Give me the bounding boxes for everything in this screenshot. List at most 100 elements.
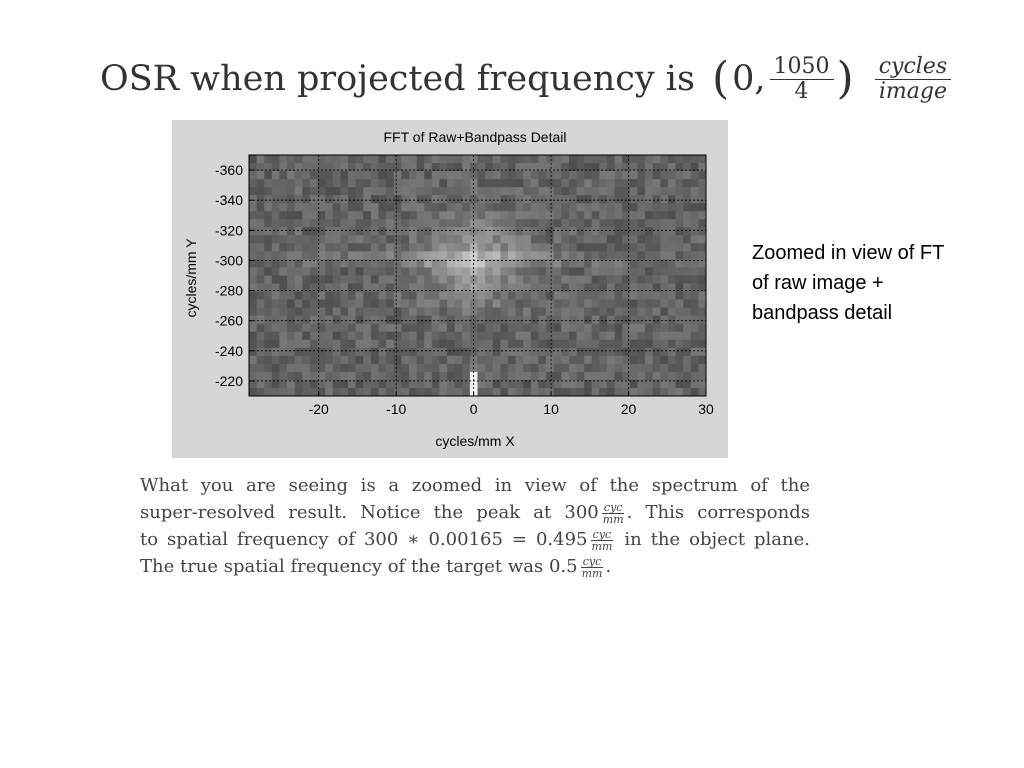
heatmap-cell (447, 211, 456, 220)
heatmap-cell (538, 363, 547, 373)
heatmap-cell (599, 243, 608, 252)
heatmap-cell (355, 347, 364, 357)
heatmap-cell (386, 211, 395, 220)
heatmap-cell (408, 291, 417, 300)
heatmap-cell (568, 387, 577, 397)
heatmap-cell (614, 363, 623, 373)
heatmap-cell (523, 387, 532, 397)
heatmap-cell (667, 347, 676, 357)
heatmap-cell (393, 363, 402, 373)
heatmap-cell (408, 299, 417, 309)
heatmap-cell (546, 267, 555, 276)
heatmap-cell (424, 187, 433, 196)
heatmap-cell (507, 267, 516, 276)
heatmap-cell (348, 283, 357, 292)
heatmap-cell (416, 243, 425, 252)
heatmap-cell (561, 331, 570, 341)
heatmap-cell (256, 315, 265, 325)
heatmap-cell (538, 211, 547, 220)
heatmap-cell (370, 251, 379, 260)
heatmap-cell (683, 267, 692, 276)
heatmap-cell (287, 283, 296, 292)
heatmap-cell (462, 243, 471, 252)
heatmap-cell (355, 267, 364, 276)
heatmap-cell (279, 219, 288, 228)
heatmap-cell (507, 347, 516, 357)
heatmap-cell (355, 315, 364, 325)
heatmap-cell (645, 155, 654, 164)
heatmap-cell (591, 171, 600, 180)
heatmap-cell (287, 187, 296, 196)
heatmap-cell (637, 267, 646, 276)
heatmap-cell (340, 211, 349, 220)
heatmap-cell (454, 259, 463, 268)
heatmap-cell (485, 187, 494, 196)
heatmap-cell (370, 323, 379, 333)
heatmap-cell (378, 363, 387, 373)
heatmap-cell (591, 291, 600, 300)
heatmap-cell (393, 179, 402, 188)
paragraph-line-2: super-resolved result. Notice the peak a… (140, 499, 810, 526)
heatmap-cell (690, 259, 699, 268)
heatmap-cell (477, 371, 486, 381)
heatmap-cell (622, 203, 631, 212)
heatmap-cell (401, 235, 410, 244)
heatmap-cell (355, 339, 364, 349)
heatmap-cell (553, 339, 562, 349)
heatmap-cell (645, 291, 654, 300)
title-first-value: 0, (732, 59, 766, 99)
heatmap-cell (530, 291, 539, 300)
heatmap-cell (614, 283, 623, 292)
side-note-line-3: bandpass detail (752, 302, 893, 324)
heatmap-cell (561, 179, 570, 188)
heatmap-cell (370, 339, 379, 349)
heatmap-cell (309, 267, 318, 276)
heatmap-cell (485, 155, 494, 164)
heatmap-cell (606, 155, 615, 164)
heatmap-cell (629, 235, 638, 244)
heatmap-cell (424, 347, 433, 357)
heatmap-cell (302, 219, 311, 228)
heatmap-cell (325, 251, 334, 260)
heatmap-cell (271, 219, 280, 228)
heatmap-cell (553, 363, 562, 373)
heatmap-cell (660, 259, 669, 268)
heatmap-cell (523, 163, 532, 172)
heatmap-cell (492, 227, 501, 236)
heatmap-cell (546, 219, 555, 228)
heatmap-cell (477, 331, 486, 341)
heatmap-cell (287, 163, 296, 172)
heatmap-cell (363, 259, 372, 268)
heatmap-cell (447, 331, 456, 341)
heatmap-cell (477, 387, 486, 397)
heatmap-cell (652, 371, 661, 381)
heatmap-cell (660, 347, 669, 357)
heatmap-cell (271, 315, 280, 325)
heatmap-cell (675, 219, 684, 228)
heatmap-cell (462, 163, 471, 172)
heatmap-cell (637, 307, 646, 317)
heatmap-cell (378, 219, 387, 228)
heatmap-cell (515, 355, 524, 365)
heatmap-cell (568, 307, 577, 317)
heatmap-cell (363, 163, 372, 172)
heatmap-cell (553, 155, 562, 164)
heatmap-cell (568, 155, 577, 164)
heatmap-cell (606, 387, 615, 397)
heatmap-cell (279, 275, 288, 284)
heatmap-cell (348, 227, 357, 236)
heatmap-cell (294, 371, 303, 381)
heatmap-cell (492, 267, 501, 276)
heatmap-cell (568, 211, 577, 220)
heatmap-cell (683, 379, 692, 389)
title-paren-close: ) (836, 53, 854, 104)
heatmap-cell (538, 387, 547, 397)
heatmap-cell (667, 203, 676, 212)
heatmap-cell (538, 179, 547, 188)
heatmap-cell (675, 363, 684, 373)
heatmap-cell (530, 331, 539, 341)
heatmap-cell (393, 211, 402, 220)
heatmap-cell (332, 387, 341, 397)
heatmap-cell (637, 291, 646, 300)
heatmap-cell (515, 259, 524, 268)
